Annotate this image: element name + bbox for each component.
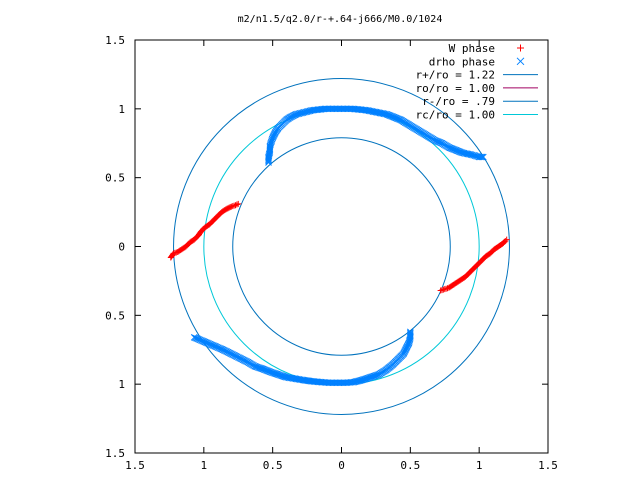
w-phase-point bbox=[235, 200, 242, 207]
points-layer bbox=[167, 105, 510, 387]
w-phase-point bbox=[232, 202, 239, 209]
drho-phase-point bbox=[406, 329, 414, 337]
drho-phase-point bbox=[367, 373, 374, 381]
drho-phase-point bbox=[278, 372, 286, 380]
drho-phase-point bbox=[368, 373, 375, 381]
drho-phase-point bbox=[258, 365, 266, 372]
x-tick-label: 0.5 bbox=[263, 459, 283, 472]
drho-phase-point bbox=[477, 153, 484, 161]
x-tick-label: 1.5 bbox=[125, 459, 145, 472]
drho-phase-point bbox=[271, 369, 278, 377]
drho-phase-point bbox=[369, 373, 377, 380]
circle-2 bbox=[232, 137, 451, 356]
y-tick-label: 1 bbox=[118, 103, 125, 116]
x-tick-label: 1 bbox=[201, 459, 208, 472]
drho-phase-point bbox=[266, 368, 274, 376]
x-tick-label: 1.5 bbox=[538, 459, 558, 472]
drho-phase-point bbox=[478, 153, 486, 161]
drho-phase-point bbox=[257, 364, 265, 372]
axis-ticks: 1.5 1 0.5 0 0.5 1 1.51.510.500.511.5 bbox=[105, 34, 558, 472]
drho-phase-point bbox=[365, 374, 373, 382]
legend-label: ro/ro = 1.00 bbox=[416, 82, 495, 95]
legend-label: W phase bbox=[449, 42, 495, 55]
x-tick-label: 1 bbox=[476, 459, 483, 472]
w-phase-point bbox=[502, 237, 509, 244]
drho-phase-point bbox=[479, 153, 487, 161]
drho-phase-point bbox=[251, 362, 259, 370]
w-phase-point bbox=[233, 201, 240, 208]
drho-phase-point bbox=[272, 370, 280, 378]
drho-phase-point bbox=[280, 373, 288, 380]
chart-title: m2/n1.5/q2.0/r-+.64-j666/M0.0/1024 bbox=[238, 14, 443, 25]
drho-phase-point bbox=[363, 375, 371, 382]
drho-phase-point bbox=[372, 371, 380, 379]
drho-phase-point bbox=[371, 372, 379, 380]
y-tick-label: 1 bbox=[118, 378, 125, 391]
y-tick-label: 1.5 bbox=[105, 34, 125, 47]
legend-label: r-/ro = .79 bbox=[422, 95, 495, 108]
drho-phase-point bbox=[362, 375, 370, 383]
drho-phase-point bbox=[364, 374, 372, 382]
drho-phase-point bbox=[279, 372, 287, 380]
drho-phase-point bbox=[359, 376, 367, 383]
drho-phase-point bbox=[266, 144, 274, 151]
x-tick-label: 0 bbox=[338, 459, 345, 472]
drho-phase-point bbox=[406, 328, 414, 336]
legend-marker bbox=[516, 57, 525, 66]
drho-phase-point bbox=[253, 363, 261, 371]
drho-phase-point bbox=[361, 375, 368, 383]
drho-phase-point bbox=[254, 364, 262, 371]
circles-layer bbox=[173, 78, 510, 415]
legend-label: r+/ro = 1.22 bbox=[416, 69, 495, 82]
legend-label: drho phase bbox=[429, 55, 495, 68]
y-tick-label: 0.5 bbox=[105, 309, 125, 322]
drho-phase-point bbox=[277, 371, 284, 379]
drho-phase-point bbox=[406, 331, 414, 338]
x-tick-label: 0.5 bbox=[400, 459, 420, 472]
drho-phase-point bbox=[370, 372, 378, 380]
y-tick-label: 1.5 bbox=[105, 447, 125, 460]
drho-phase-point bbox=[252, 363, 260, 371]
drho-phase-point bbox=[281, 373, 289, 381]
drho-phase-point bbox=[358, 376, 366, 384]
w-phase-point bbox=[503, 236, 510, 243]
y-tick-label: 0.5 bbox=[105, 172, 125, 185]
drho-phase-point bbox=[274, 371, 282, 378]
drho-phase-point bbox=[382, 110, 389, 118]
y-tick-label: 0 bbox=[118, 241, 125, 254]
drho-phase-point bbox=[275, 371, 283, 379]
drho-phase-point bbox=[268, 369, 276, 376]
circle-3 bbox=[203, 108, 480, 385]
drho-phase-point bbox=[267, 368, 275, 376]
drho-phase-point bbox=[256, 364, 263, 372]
circle-0 bbox=[173, 78, 510, 415]
legend-marker bbox=[517, 44, 524, 52]
legend-label: rc/ro = 1.00 bbox=[416, 109, 495, 122]
drho-phase-point bbox=[270, 369, 277, 377]
drho-phase-point bbox=[273, 370, 281, 378]
